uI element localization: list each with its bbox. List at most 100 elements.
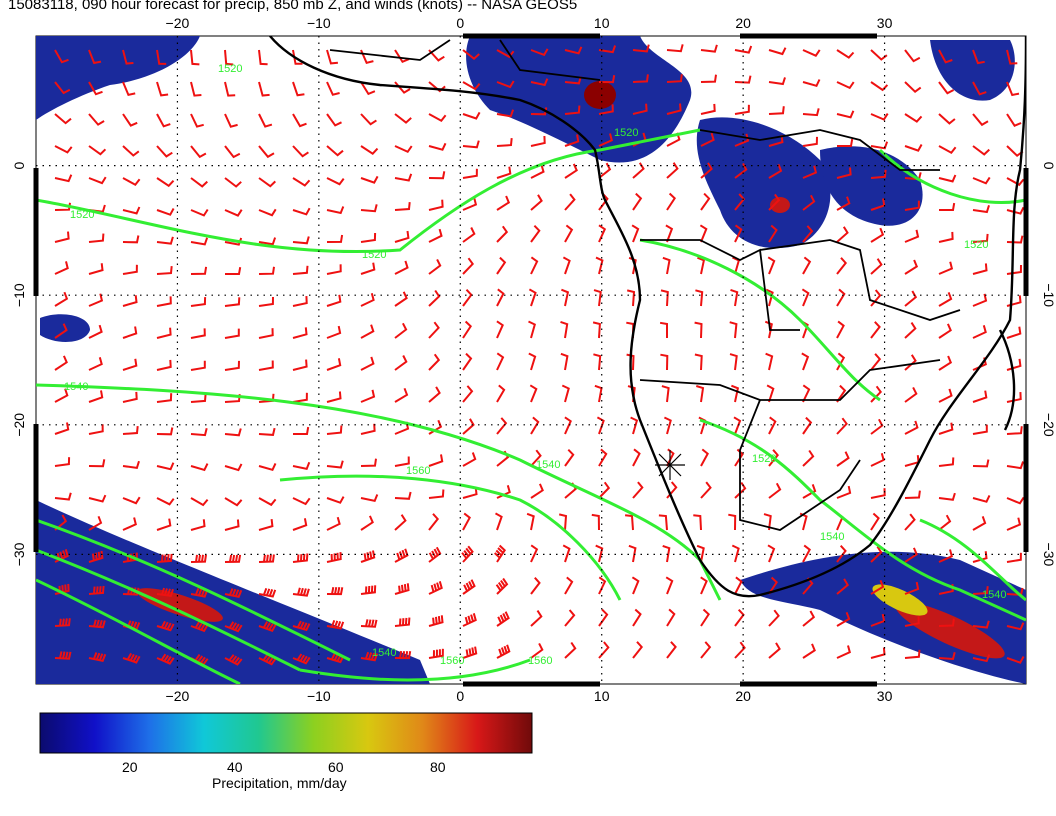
wind-barb [530, 449, 542, 467]
wind-barb [870, 321, 881, 339]
lon-tick-label-top: −10 [307, 15, 331, 31]
wind-barb [88, 550, 104, 563]
wind-barb [836, 196, 851, 211]
wind-barb [258, 237, 277, 246]
contour-label: 1520 [218, 63, 242, 75]
wind-barb [734, 224, 743, 243]
wind-barb [972, 459, 990, 468]
wind-barb [666, 641, 677, 659]
border-line [739, 399, 861, 531]
wind-barb [156, 620, 175, 632]
wind-barb [904, 113, 923, 123]
wind-barb [156, 518, 172, 531]
wind-barb [462, 452, 477, 467]
wind-barb [972, 49, 985, 65]
wind-barb [938, 549, 953, 563]
wind-barb [190, 497, 209, 507]
wind-barb [428, 142, 447, 151]
wind-barb [54, 231, 70, 243]
wind-barb [560, 320, 569, 339]
wind-barb [428, 289, 441, 307]
lon-tick-label-bottom: 10 [594, 688, 610, 704]
contour-label: 1520 [752, 453, 776, 465]
wind-barb [122, 235, 140, 244]
height-contours-layer [36, 128, 1026, 684]
wind-barb [564, 134, 580, 147]
wind-barb [972, 390, 988, 403]
wind-barb [904, 386, 918, 403]
contour-1540-south2 [36, 548, 301, 672]
wind-barb [693, 514, 702, 531]
wind-barb [258, 497, 277, 507]
wind-barb [632, 192, 643, 211]
wind-barb [938, 292, 953, 307]
wind-barb [836, 485, 852, 499]
contour-label: 1520 [964, 239, 988, 251]
wind-barb [394, 173, 413, 182]
wind-barb [394, 387, 409, 403]
wind-barb [54, 388, 69, 403]
location-marker [655, 450, 685, 480]
wind-barbs-layer [54, 44, 1025, 666]
wind-barb [836, 352, 846, 371]
wind-barb [224, 81, 236, 97]
wind-barb [428, 386, 441, 403]
wind-barb [224, 209, 243, 217]
wind-barb [292, 497, 311, 506]
wind-barb [428, 258, 442, 275]
wind-barb [904, 200, 920, 211]
wind-barb [156, 327, 172, 339]
wind-barb [394, 201, 411, 211]
wind-barb [88, 619, 106, 629]
wind-barb [696, 385, 705, 403]
wind-barb [122, 496, 141, 505]
wind-barb [700, 74, 717, 83]
wind-barb [360, 619, 378, 628]
wind-barb [156, 236, 174, 245]
wind-barb [394, 230, 410, 243]
wind-barb [394, 291, 408, 307]
wind-barb [768, 449, 780, 467]
wind-barb [631, 224, 640, 243]
wind-barb [731, 384, 740, 403]
wind-barb [530, 194, 543, 211]
wind-barb [972, 263, 988, 275]
border-line [639, 359, 941, 401]
wind-barb [666, 44, 684, 53]
wind-barb [558, 513, 568, 531]
wind-barb [190, 145, 207, 159]
wind-barb [870, 141, 889, 150]
wind-barb [360, 81, 376, 96]
wind-barb [870, 227, 885, 243]
wind-barb [938, 174, 957, 183]
wind-barb [224, 621, 243, 633]
wind-barb [564, 105, 581, 115]
wind-barb [729, 321, 738, 339]
contour-label: 1540 [820, 531, 844, 543]
lon-tick-label-bottom: 0 [456, 688, 464, 704]
wind-barb [598, 162, 612, 179]
map-title: 15083118, 090 hour forecast for precip, … [8, 0, 578, 13]
contour-label: 1540 [372, 647, 396, 659]
wind-barb [224, 113, 238, 128]
wind-barb [836, 417, 848, 435]
wind-barb [938, 323, 952, 339]
wind-barb [292, 553, 309, 563]
wind-barb [938, 145, 957, 154]
wind-barb [700, 44, 718, 53]
lon-tick-label-bottom: −20 [166, 688, 190, 704]
wind-barb [360, 232, 377, 243]
wind-barb [530, 416, 540, 435]
wind-barb [156, 113, 171, 128]
wind-barb [428, 228, 443, 243]
wind-barb [292, 81, 305, 97]
wind-barb [258, 360, 274, 371]
contour-1560-atlantic [279, 474, 622, 601]
wind-barb [428, 454, 444, 467]
wind-barb [394, 322, 408, 339]
wind-barb [225, 267, 242, 275]
wind-barb [462, 49, 480, 61]
wind-barb [802, 79, 821, 87]
contour-label: 1560 [440, 655, 464, 667]
wind-barb [972, 145, 990, 156]
